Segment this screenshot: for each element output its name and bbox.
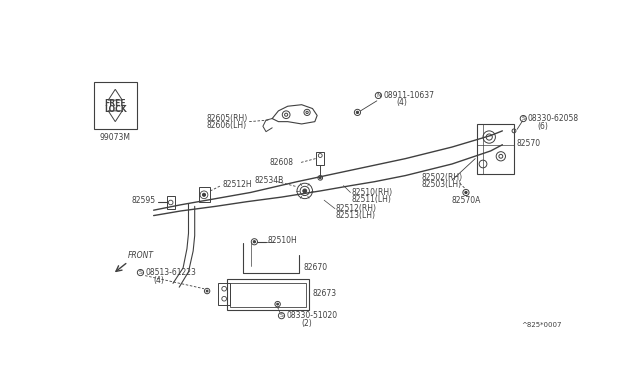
Text: 82503(LH): 82503(LH) [421, 180, 461, 189]
Text: LOCK: LOCK [104, 105, 127, 114]
Text: 82595: 82595 [131, 196, 156, 205]
Circle shape [253, 241, 255, 243]
Text: 08513-61223: 08513-61223 [145, 268, 196, 277]
Circle shape [206, 290, 208, 292]
Text: 82608: 82608 [270, 158, 294, 167]
Text: S: S [138, 270, 142, 275]
Text: S: S [522, 116, 525, 121]
Text: 82502(RH): 82502(RH) [421, 173, 462, 182]
Circle shape [356, 111, 358, 113]
Text: FRONT: FRONT [128, 251, 154, 260]
Bar [218, 283, 230, 305]
Circle shape [303, 189, 307, 193]
Text: 82534B: 82534B [254, 176, 284, 185]
Text: 82510H: 82510H [268, 236, 298, 245]
Text: 82605(RH): 82605(RH) [206, 114, 248, 123]
Text: 08330-62058: 08330-62058 [528, 114, 579, 123]
Text: (6): (6) [537, 122, 548, 131]
Text: 99073M: 99073M [100, 132, 131, 141]
Text: 08330-51020: 08330-51020 [286, 311, 337, 320]
Bar [94, 81, 136, 129]
Text: 82512(RH): 82512(RH) [336, 204, 377, 213]
Circle shape [276, 303, 278, 305]
Bar [199, 187, 210, 202]
Bar [230, 283, 305, 307]
Text: 82570A: 82570A [452, 196, 481, 205]
Text: 82606(LH): 82606(LH) [206, 121, 246, 130]
Text: S: S [280, 313, 284, 318]
Text: (4): (4) [154, 276, 164, 285]
Text: 82513(LH): 82513(LH) [336, 211, 376, 220]
Text: ^825*0007: ^825*0007 [522, 322, 563, 328]
Circle shape [465, 191, 467, 194]
Text: 82670: 82670 [303, 263, 327, 272]
Text: 82511(LH): 82511(LH) [351, 195, 391, 204]
Text: (2): (2) [301, 319, 312, 328]
Bar [227, 279, 308, 310]
Text: 82510(RH): 82510(RH) [351, 188, 392, 197]
Text: (4): (4) [396, 98, 407, 107]
Bar [477, 124, 514, 174]
Text: 82673: 82673 [312, 289, 337, 298]
Bar [316, 153, 324, 165]
Circle shape [202, 193, 205, 196]
Text: 08911-10637: 08911-10637 [383, 91, 434, 100]
Text: 82570: 82570 [516, 139, 540, 148]
Text: 82512H: 82512H [223, 180, 252, 189]
Circle shape [319, 177, 321, 179]
Bar [167, 196, 175, 209]
Text: N: N [376, 93, 381, 98]
Text: FREE: FREE [104, 99, 126, 108]
